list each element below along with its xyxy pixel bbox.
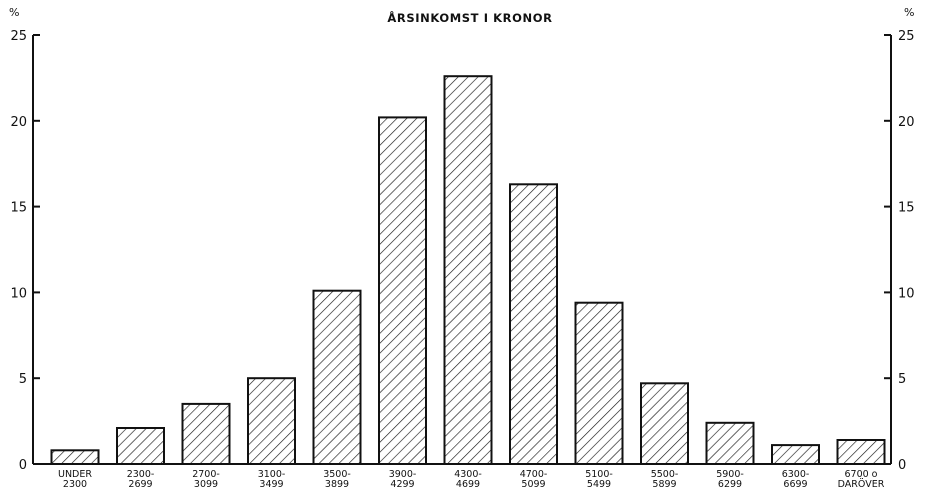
category-label: 3499 xyxy=(259,479,283,490)
category-label: 3099 xyxy=(194,479,218,490)
right-tick-label: 25 xyxy=(898,29,915,44)
category-label: 3899 xyxy=(325,479,349,490)
left-tick-label: 20 xyxy=(10,115,27,130)
bar xyxy=(443,75,493,465)
category-label: DARÖVER xyxy=(838,479,885,490)
category-label: 3500- xyxy=(323,469,351,480)
bar xyxy=(705,421,755,465)
right-tick-label: 20 xyxy=(898,115,915,130)
left-y-ticks: 0 5 10 15 20 25 xyxy=(10,29,40,473)
bar xyxy=(771,444,820,466)
left-tick-label: 0 xyxy=(19,458,27,473)
bar xyxy=(116,427,165,465)
category-label: 5900- xyxy=(716,469,744,480)
category-label: 5099 xyxy=(521,479,545,490)
category-label: 6300- xyxy=(782,469,810,480)
bar xyxy=(247,377,296,466)
category-label: 5899 xyxy=(652,479,676,490)
right-tick-label: 10 xyxy=(898,286,915,301)
left-axis-unit: % xyxy=(9,6,19,19)
category-label: 4299 xyxy=(390,479,414,490)
category-label: 6699 xyxy=(783,479,807,490)
category-label: 4700- xyxy=(520,469,548,480)
right-tick-label: 5 xyxy=(898,372,906,387)
left-tick-label: 10 xyxy=(10,286,27,301)
category-label: 5100- xyxy=(585,469,613,480)
category-label: 2699 xyxy=(128,479,152,490)
bar xyxy=(509,183,558,466)
category-label: 2300- xyxy=(127,469,155,480)
bar xyxy=(181,402,231,465)
category-label: 6700 o xyxy=(844,469,877,480)
category-label: 3900- xyxy=(389,469,417,480)
category-label: 6299 xyxy=(718,479,742,490)
left-tick-label: 15 xyxy=(10,201,27,216)
bar xyxy=(640,382,689,465)
category-label: 2700- xyxy=(192,469,220,480)
bars-group xyxy=(50,75,886,466)
category-label: 2300 xyxy=(63,479,87,490)
category-label: 5499 xyxy=(587,479,611,490)
bar xyxy=(312,289,362,466)
category-label: UNDER xyxy=(58,469,92,480)
right-tick-label: 15 xyxy=(898,201,915,216)
left-tick-label: 25 xyxy=(10,29,27,44)
category-label: 4699 xyxy=(456,479,480,490)
chart-title: ÅRSINKOMST I KRONOR xyxy=(387,10,552,25)
left-tick-label: 5 xyxy=(19,372,27,387)
bar xyxy=(378,116,427,466)
bar xyxy=(50,449,100,465)
bar xyxy=(836,439,886,465)
bar xyxy=(574,301,624,466)
category-label: 3100- xyxy=(258,469,286,480)
right-axis-unit: % xyxy=(904,6,914,19)
right-y-ticks: 0 5 10 15 20 25 xyxy=(884,29,915,473)
category-label: 4300- xyxy=(454,469,482,480)
right-tick-label: 0 xyxy=(898,458,906,473)
category-label: 5500- xyxy=(651,469,679,480)
